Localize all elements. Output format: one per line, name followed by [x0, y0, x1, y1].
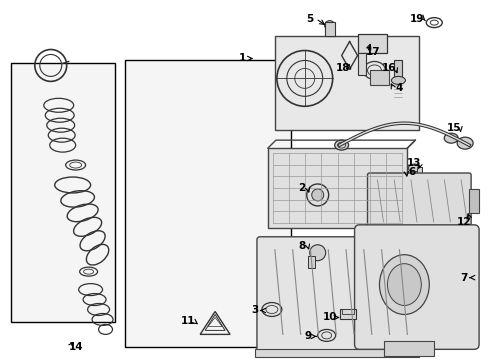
Ellipse shape [443, 133, 457, 143]
Bar [324, 22, 334, 36]
Text: 14: 14 [68, 342, 83, 352]
Bar [307, 256, 314, 268]
Bar [416, 167, 422, 185]
Text: 1: 1 [238, 54, 245, 63]
Ellipse shape [390, 76, 405, 84]
Text: 10: 10 [322, 312, 336, 323]
Bar [125, 60, 290, 347]
FancyBboxPatch shape [256, 237, 416, 352]
Text: 18: 18 [335, 63, 349, 73]
Bar [468, 189, 478, 213]
Text: 5: 5 [305, 14, 313, 24]
Text: 19: 19 [409, 14, 424, 24]
Ellipse shape [334, 140, 348, 150]
Text: 15: 15 [446, 123, 461, 133]
Bar [357, 33, 386, 54]
Ellipse shape [379, 255, 428, 315]
Text: 6: 6 [408, 167, 415, 177]
Bar [254, 349, 419, 357]
Ellipse shape [407, 164, 420, 172]
Text: 2: 2 [298, 183, 305, 193]
FancyBboxPatch shape [367, 173, 470, 229]
Bar [357, 54, 365, 75]
Text: 9: 9 [304, 332, 311, 341]
Circle shape [311, 189, 323, 201]
Text: 17: 17 [366, 48, 380, 58]
Text: 13: 13 [406, 158, 421, 168]
Ellipse shape [386, 264, 421, 306]
Bar [394, 60, 402, 80]
Text: 12: 12 [456, 217, 470, 227]
Ellipse shape [456, 137, 472, 149]
Circle shape [309, 245, 325, 261]
Bar [369, 71, 388, 85]
Text: 7: 7 [460, 273, 467, 283]
Polygon shape [274, 36, 419, 130]
Text: 16: 16 [382, 63, 396, 73]
Circle shape [324, 21, 334, 31]
FancyBboxPatch shape [354, 225, 478, 349]
Text: 4: 4 [395, 84, 402, 93]
Bar [413, 265, 433, 294]
Bar [339, 309, 355, 319]
Text: 3: 3 [251, 306, 258, 315]
Text: 11: 11 [181, 316, 195, 327]
Bar [11, 63, 115, 321]
Bar [384, 341, 433, 356]
Bar [341, 310, 353, 315]
Bar [267, 148, 407, 228]
Text: 8: 8 [298, 241, 305, 251]
